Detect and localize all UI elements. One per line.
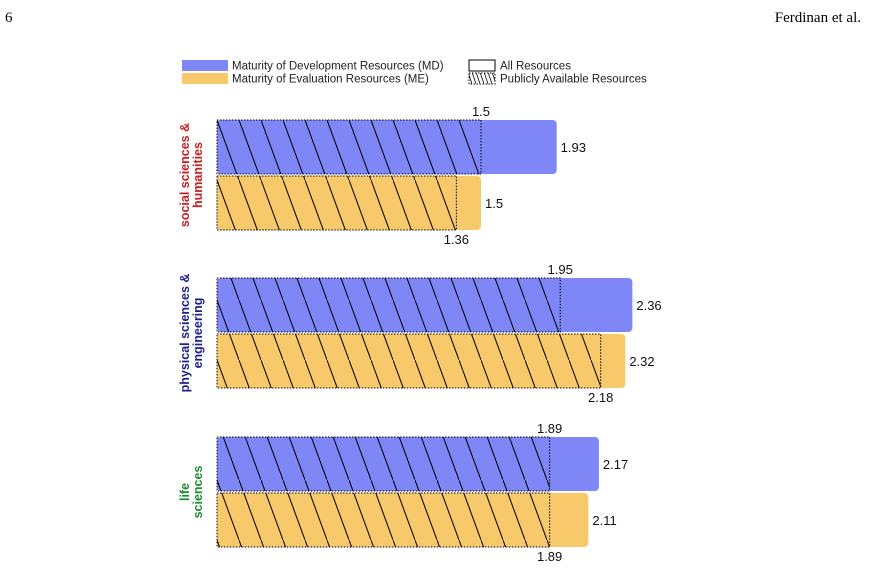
value-label-public-me: 1.89 <box>537 549 562 564</box>
value-label-all-me: 1.5 <box>485 196 503 211</box>
group-2: lifesciences 2.17 1.89 2.11 1.89 <box>178 421 628 564</box>
legend-swatch-md <box>182 60 228 71</box>
legend-swatch-me <box>182 73 228 84</box>
value-label-all-md: 2.36 <box>636 298 661 313</box>
bar-public-me <box>216 333 602 389</box>
legend-swatch-all <box>468 59 496 72</box>
bar-public-md <box>216 119 482 175</box>
legend-label-me: Maturity of Evaluation Resources (ME) <box>232 74 429 86</box>
value-label-public-md: 1.95 <box>548 262 573 277</box>
bar-public-me <box>216 175 457 231</box>
value-label-all-md: 1.93 <box>561 140 586 155</box>
group-label-line: social sciences & <box>178 123 192 227</box>
value-label-public-md: 1.5 <box>472 104 490 119</box>
bar-public-md <box>216 277 561 333</box>
group-label-line: physical sciences & <box>178 274 192 393</box>
legend-swatch-public <box>468 72 496 85</box>
group-label-1: physical sciences &engineering <box>178 274 205 393</box>
value-label-all-me: 2.11 <box>592 513 616 528</box>
bar-groups: social sciences &humanities 1.93 1.5 1.5 1.3… <box>178 104 662 564</box>
running-head: Ferdinan et al. <box>774 10 861 26</box>
page-number: 6 <box>5 10 13 26</box>
group-label-line: sciences <box>191 466 205 519</box>
value-label-public-me: 1.36 <box>444 232 469 247</box>
value-label-all-me: 2.32 <box>629 354 654 369</box>
page-header: 6 Ferdinan et al. <box>0 0 869 40</box>
legend: Maturity of Development Resources (MD)Ma… <box>182 59 647 86</box>
bar-public-md <box>216 436 551 492</box>
value-label-public-md: 1.89 <box>537 421 562 436</box>
legend-label-all: All Resources <box>500 61 571 73</box>
value-label-public-me: 2.18 <box>588 390 613 405</box>
group-label-line: life <box>178 483 192 501</box>
bar-public-me <box>216 492 551 548</box>
value-label-all-md: 2.17 <box>603 457 628 472</box>
legend-label-md: Maturity of Development Resources (MD) <box>232 61 444 73</box>
group-0: social sciences &humanities 1.93 1.5 1.5 1.3… <box>178 104 586 247</box>
group-1: physical sciences &engineering 2.36 1.95 2.… <box>178 262 662 405</box>
group-label-line: engineering <box>191 298 205 369</box>
group-label-0: social sciences &humanities <box>178 123 205 227</box>
legend-label-public: Publicly Available Resources <box>500 74 647 86</box>
group-label-line: humanities <box>191 142 205 208</box>
group-label-2: lifesciences <box>178 466 205 519</box>
